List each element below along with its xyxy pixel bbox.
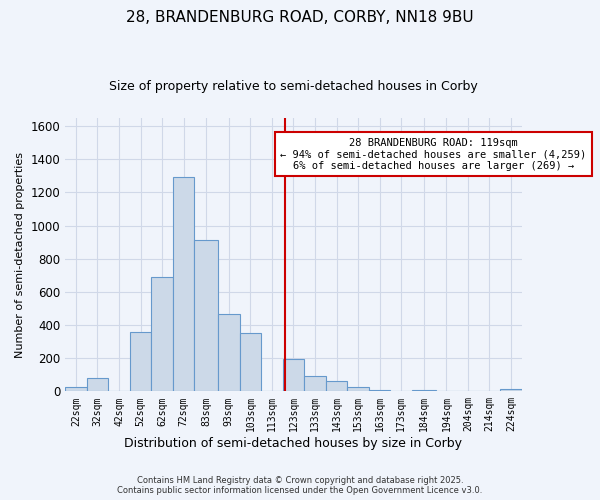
Bar	[347, 387, 369, 392]
Bar	[500, 389, 522, 392]
Bar	[218, 314, 239, 392]
Bar	[326, 382, 347, 392]
Bar	[239, 334, 261, 392]
Y-axis label: Number of semi-detached properties: Number of semi-detached properties	[15, 152, 25, 358]
Bar	[87, 378, 108, 392]
Text: 28, BRANDENBURG ROAD, CORBY, NN18 9BU: 28, BRANDENBURG ROAD, CORBY, NN18 9BU	[126, 10, 474, 25]
Bar	[283, 359, 304, 392]
Text: 28 BRANDENBURG ROAD: 119sqm
← 94% of semi-detached houses are smaller (4,259)
6%: 28 BRANDENBURG ROAD: 119sqm ← 94% of sem…	[280, 138, 587, 171]
Text: Contains HM Land Registry data © Crown copyright and database right 2025.
Contai: Contains HM Land Registry data © Crown c…	[118, 476, 482, 495]
Bar	[369, 390, 391, 392]
Title: Size of property relative to semi-detached houses in Corby: Size of property relative to semi-detach…	[109, 80, 478, 93]
X-axis label: Distribution of semi-detached houses by size in Corby: Distribution of semi-detached houses by …	[124, 437, 463, 450]
Bar	[412, 390, 436, 392]
Bar	[173, 178, 194, 392]
Bar	[151, 277, 173, 392]
Bar	[130, 332, 151, 392]
Bar	[194, 240, 218, 392]
Bar	[304, 376, 326, 392]
Bar	[65, 387, 87, 392]
